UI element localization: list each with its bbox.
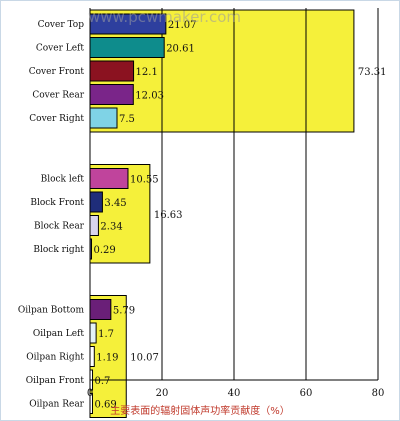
bar-value-label: 10.55 [130, 175, 159, 186]
surface-bars [89, 13, 167, 414]
category-label: Oilpan Front [26, 376, 85, 386]
x-tick-label: 20 [156, 388, 169, 399]
bar-block-left [89, 168, 129, 189]
bar-value-label: 12.1 [136, 67, 158, 78]
bar-value-label: 20.61 [166, 44, 195, 55]
x-tick-label: 80 [372, 388, 385, 399]
bar-block-right [89, 238, 92, 260]
category-label: Cover Top [38, 20, 85, 30]
bar-value-label: 21.07 [168, 20, 197, 31]
x-tick-label: 0 [87, 388, 93, 399]
category-label: Block Front [30, 198, 84, 208]
x-axis: 0 20 40 60 80 [87, 379, 385, 399]
group-total-label: 73.31 [358, 67, 387, 78]
category-label: Cover Rear [32, 91, 84, 101]
bar-value-label: 3.45 [104, 198, 126, 209]
watermark-text: www.pcwmaker.com [88, 8, 241, 26]
category-label: Block right [33, 245, 84, 255]
bar-oilpan-bottom [89, 299, 112, 320]
bar-value-label: 7.5 [119, 114, 135, 125]
bar-value-label: 0.29 [94, 245, 116, 256]
bar-cover-rear [89, 84, 134, 105]
bar-value-label: 12.03 [135, 91, 164, 102]
bar-cover-left [89, 37, 165, 58]
group-total-label: 10.07 [130, 353, 159, 364]
bar-cover-right [89, 107, 118, 129]
x-tick-label: 40 [228, 388, 241, 399]
x-tick-label: 60 [300, 388, 313, 399]
category-label: Oilpan Rear [29, 400, 84, 410]
bar-value-label: 0.69 [94, 400, 116, 411]
bar-value-label: 1.7 [98, 329, 114, 340]
bar-value-label: 5.79 [113, 306, 135, 317]
bar-labels: 73.31 21.07 Cover Top 20.61 Cover Left 12.1 Co… [18, 20, 387, 411]
category-label: Oilpan Left [33, 329, 85, 339]
bar-block-rear [89, 215, 99, 236]
category-label: Cover Front [29, 67, 85, 77]
category-label: Oilpan Right [26, 353, 84, 363]
category-label: Block left [41, 175, 85, 185]
bar-oilpan-left [89, 322, 97, 344]
category-label: Oilpan Bottom [18, 306, 85, 316]
bar-block-front [89, 191, 103, 213]
bar-oilpan-right [89, 346, 95, 367]
category-label: Cover Left [36, 44, 85, 54]
category-label: Cover Right [29, 114, 84, 124]
category-label: Block Rear [34, 222, 85, 232]
bar-value-label: 0.7 [95, 376, 111, 387]
bar-value-label: 1.19 [96, 353, 118, 364]
group-total-label: 16.63 [154, 210, 183, 221]
bar-cover-front [89, 60, 135, 82]
bar-value-label: 2.34 [100, 222, 122, 233]
bar-oilpan-rear [89, 393, 93, 414]
x-axis-label: 主要表面的辐射固体声功率贡献度（%） [110, 404, 290, 417]
bar-cover-top [89, 13, 167, 35]
